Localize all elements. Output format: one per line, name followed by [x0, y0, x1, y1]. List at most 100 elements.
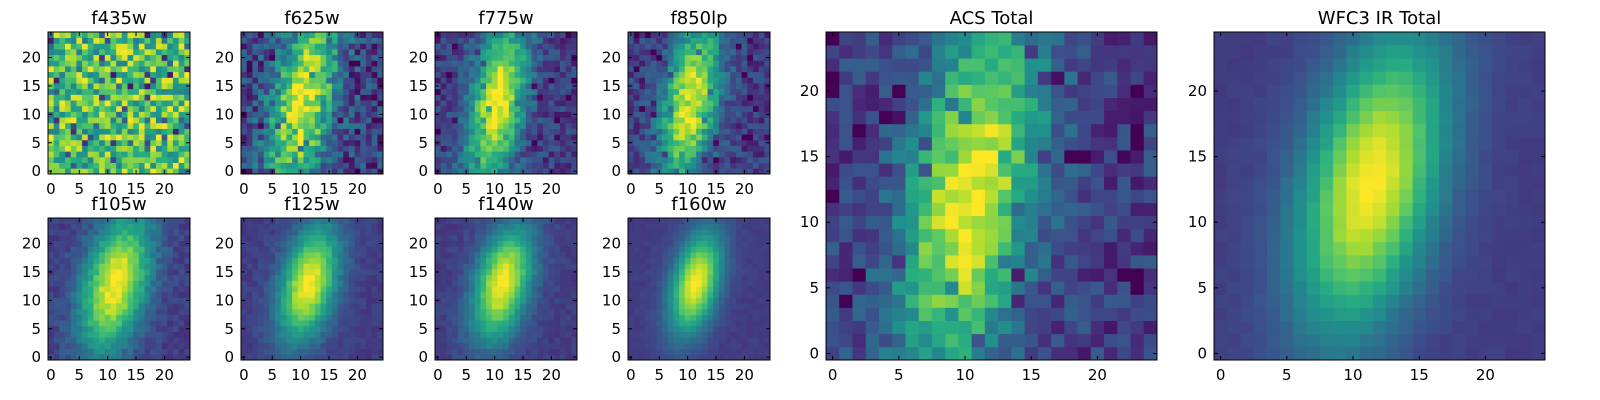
heatmap-cell — [343, 32, 350, 39]
heatmap-cell — [320, 235, 327, 242]
heatmap-cell — [155, 168, 162, 175]
heatmap-cell — [571, 308, 578, 315]
heatmap-cell — [752, 122, 759, 129]
heatmap-cell — [497, 297, 504, 304]
heatmap-cell — [730, 105, 737, 112]
heatmap-cell — [87, 88, 94, 95]
heatmap-cell — [377, 246, 384, 253]
heatmap-cell — [701, 280, 708, 287]
heatmap-cell — [365, 240, 372, 247]
heatmap-cell — [116, 71, 123, 78]
heatmap-cell — [326, 139, 333, 146]
heatmap-cell — [554, 325, 561, 332]
heatmap-cell — [435, 156, 442, 163]
heatmap-cell — [696, 122, 703, 129]
heatmap-cell — [343, 156, 350, 163]
heatmap-cell — [348, 37, 355, 44]
heatmap-cell — [87, 348, 94, 355]
heatmap-cell — [275, 274, 282, 281]
heatmap-cell — [104, 342, 111, 349]
heatmap-cell — [724, 337, 731, 344]
heatmap-cell — [730, 354, 737, 361]
heatmap-cell — [70, 246, 77, 253]
heatmap-cell — [82, 100, 89, 107]
x-tick-label: 10 — [98, 180, 117, 198]
heatmap-cell — [326, 134, 333, 141]
heatmap-cell — [337, 122, 344, 129]
heatmap-cell — [309, 105, 316, 112]
heatmap-cell — [161, 145, 168, 152]
heatmap-cell — [365, 235, 372, 242]
heatmap-cell — [713, 325, 720, 332]
heatmap-cell — [650, 297, 657, 304]
heatmap-cell — [48, 320, 55, 327]
heatmap-cell — [548, 325, 555, 332]
heatmap-cell — [741, 71, 748, 78]
heatmap-cell — [127, 223, 134, 230]
heatmap-cell — [724, 37, 731, 44]
heatmap-cell — [457, 269, 464, 276]
heatmap-cell — [337, 94, 344, 101]
heatmap-cell — [241, 128, 248, 135]
heatmap-cell — [155, 88, 162, 95]
heatmap-cell — [503, 43, 510, 50]
heatmap-cell — [435, 151, 442, 158]
heatmap-cell — [76, 111, 83, 118]
heatmap-cell — [70, 105, 77, 112]
heatmap-cell — [275, 43, 282, 50]
heatmap-cell — [76, 66, 83, 73]
heatmap-cell — [735, 354, 742, 361]
heatmap-cell — [758, 280, 765, 287]
heatmap-cell — [474, 105, 481, 112]
heatmap-cell — [486, 162, 493, 169]
heatmap-cell — [314, 156, 321, 163]
heatmap-cell — [696, 162, 703, 169]
heatmap-cell — [650, 354, 657, 361]
heatmap-cell — [690, 32, 697, 39]
heatmap-cell — [280, 320, 287, 327]
heatmap-cell — [280, 145, 287, 152]
heatmap-cell — [110, 37, 117, 44]
heatmap-cell — [548, 280, 555, 287]
heatmap-cell — [571, 77, 578, 84]
heatmap-cell — [690, 77, 697, 84]
heatmap-cell — [628, 49, 635, 56]
heatmap-cell — [241, 43, 248, 50]
heatmap-cell — [435, 303, 442, 310]
heatmap-cell — [565, 325, 572, 332]
heatmap-cell — [76, 37, 83, 44]
heatmap-cell — [326, 223, 333, 230]
heatmap-cell — [713, 303, 720, 310]
heatmap-cell — [53, 303, 60, 310]
heatmap-cell — [144, 32, 151, 39]
heatmap-cell — [127, 60, 134, 67]
heatmap-cell — [93, 151, 100, 158]
heatmap-cell — [758, 274, 765, 281]
heatmap-cell — [365, 223, 372, 230]
heatmap-cell — [486, 145, 493, 152]
heatmap-cell — [241, 246, 248, 253]
heatmap-cell — [673, 134, 680, 141]
heatmap-cell — [297, 145, 304, 152]
heatmap-cell — [491, 151, 498, 158]
heatmap-cell — [167, 134, 174, 141]
heatmap-cell — [161, 314, 168, 321]
heatmap-cell — [508, 240, 515, 247]
heatmap-cell — [167, 77, 174, 84]
heatmap-cell — [463, 246, 470, 253]
heatmap-cell — [144, 94, 151, 101]
heatmap-cell — [571, 66, 578, 73]
heatmap-cell — [741, 83, 748, 90]
heatmap-cell — [559, 348, 566, 355]
heatmap-cell — [172, 348, 179, 355]
heatmap-cell — [309, 151, 316, 158]
heatmap-cell — [303, 331, 310, 338]
heatmap-cell — [525, 49, 532, 56]
heatmap-cell — [53, 117, 60, 124]
heatmap-cell — [724, 111, 731, 118]
heatmap-cell — [645, 139, 652, 146]
heatmap-cell — [707, 337, 714, 344]
heatmap-cell — [241, 145, 248, 152]
heatmap-cell — [667, 314, 674, 321]
heatmap-cell — [110, 145, 117, 152]
